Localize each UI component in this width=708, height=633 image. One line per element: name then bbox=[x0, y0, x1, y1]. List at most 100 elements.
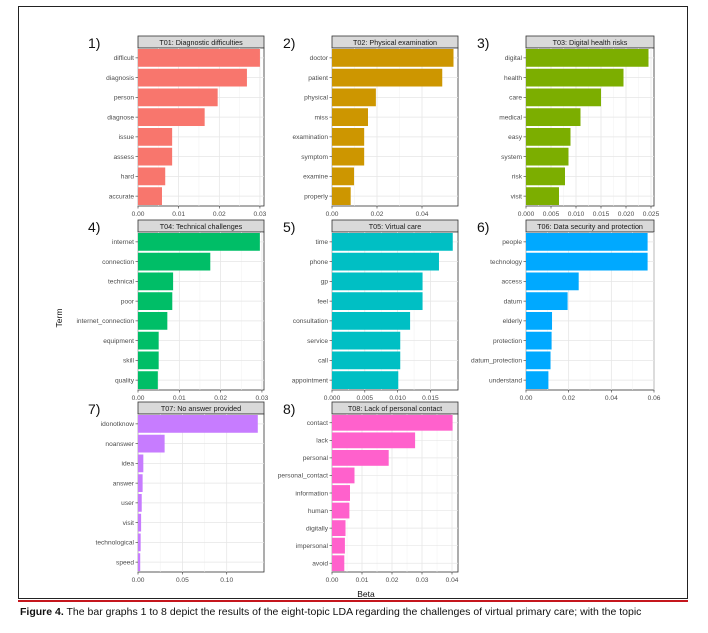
y-tick-label: quality bbox=[115, 377, 135, 384]
y-tick-label: people bbox=[502, 239, 522, 246]
y-tick-label: elderly bbox=[503, 318, 523, 325]
x-tick-label: 0.04 bbox=[416, 211, 429, 218]
bar bbox=[138, 187, 162, 206]
bar bbox=[138, 292, 173, 311]
y-tick-label: service bbox=[307, 338, 328, 345]
y-tick-label: equipment bbox=[103, 338, 134, 345]
x-tick-label: 0.000 bbox=[518, 211, 535, 218]
bar bbox=[138, 311, 168, 330]
y-tick-label: internet_connection bbox=[76, 318, 134, 325]
bar bbox=[138, 553, 141, 572]
bar bbox=[332, 187, 351, 206]
x-tick-label: 0.010 bbox=[389, 395, 406, 402]
panel-title: T07: No answer provided bbox=[161, 404, 241, 413]
panel-number: 1) bbox=[88, 35, 100, 51]
y-tick-label: personal_contact bbox=[278, 473, 328, 480]
x-tick-label: 0.00 bbox=[520, 395, 533, 402]
caption-text: The bar graphs 1 to 8 depict the results… bbox=[66, 606, 642, 618]
bar bbox=[332, 108, 368, 127]
y-tick-label: technological bbox=[96, 540, 135, 547]
x-tick-label: 0.00 bbox=[132, 577, 145, 584]
bar bbox=[526, 272, 579, 291]
bar bbox=[332, 127, 365, 146]
bar bbox=[332, 414, 453, 431]
bar bbox=[332, 167, 355, 186]
panel-title: T02: Physical examination bbox=[353, 38, 437, 47]
y-tick-label: assess bbox=[113, 154, 134, 161]
bar bbox=[138, 414, 258, 433]
y-tick-label: technology bbox=[490, 259, 523, 266]
panel-title: T05: Virtual care bbox=[369, 222, 422, 231]
bar bbox=[526, 127, 571, 146]
bar bbox=[138, 127, 173, 146]
bar bbox=[138, 252, 211, 271]
bar bbox=[138, 513, 142, 532]
bar bbox=[138, 48, 260, 67]
y-tick-label: personal bbox=[303, 455, 329, 462]
y-tick-label: physical bbox=[304, 95, 328, 102]
y-tick-label: feel bbox=[317, 298, 328, 305]
y-tick-label: answer bbox=[113, 480, 135, 487]
panel-number: 5) bbox=[283, 219, 295, 235]
x-tick-label: 0.04 bbox=[446, 577, 459, 584]
bar bbox=[332, 252, 439, 271]
bar bbox=[332, 351, 401, 370]
bar bbox=[332, 311, 411, 330]
y-tick-label: easy bbox=[508, 134, 523, 141]
x-tick-label: 0.02 bbox=[562, 395, 575, 402]
bar bbox=[332, 88, 376, 107]
y-tick-label: understand bbox=[489, 377, 522, 384]
bar bbox=[332, 467, 355, 484]
panel-title: T04: Technical challenges bbox=[160, 222, 243, 231]
bar bbox=[526, 167, 565, 186]
bar bbox=[526, 108, 581, 127]
x-tick-label: 0.03 bbox=[416, 577, 429, 584]
x-tick-label: 0.015 bbox=[422, 395, 439, 402]
bar bbox=[138, 108, 205, 127]
panel-number: 2) bbox=[283, 35, 295, 51]
y-tick-label: contact bbox=[307, 420, 328, 427]
bar bbox=[332, 272, 423, 291]
x-tick-label: 0.005 bbox=[543, 211, 560, 218]
y-tick-label: datum_protection bbox=[471, 358, 522, 365]
panel-2: 2) T02: Physical examination 0.00 0.02 0.04 d… bbox=[283, 35, 459, 218]
x-tick-label: 0.03 bbox=[256, 395, 269, 402]
x-tick-label: 0.00 bbox=[326, 211, 339, 218]
y-tick-label: person bbox=[114, 95, 134, 102]
y-tick-label: call bbox=[318, 358, 328, 365]
panel-number: 6) bbox=[477, 219, 489, 235]
y-tick-label: diagnose bbox=[107, 114, 134, 121]
bar bbox=[332, 449, 389, 466]
bar bbox=[332, 432, 416, 449]
y-tick-label: doctor bbox=[310, 55, 329, 62]
x-tick-label: 0.01 bbox=[172, 211, 185, 218]
panel-number: 3) bbox=[477, 35, 489, 51]
bar bbox=[526, 252, 648, 271]
bar bbox=[332, 520, 346, 537]
x-tick-label: 0.02 bbox=[386, 577, 399, 584]
panel-number: 7) bbox=[88, 401, 100, 417]
panel-title: T06: Data security and protection bbox=[537, 222, 643, 231]
bar bbox=[332, 331, 401, 350]
y-tick-label: phone bbox=[310, 259, 329, 266]
x-tick-label: 0.03 bbox=[254, 211, 267, 218]
bar bbox=[138, 331, 159, 350]
y-tick-label: examine bbox=[303, 174, 328, 181]
x-tick-label: 0.05 bbox=[176, 577, 189, 584]
bar bbox=[138, 147, 173, 166]
y-tick-label: internet bbox=[112, 239, 134, 246]
y-tick-label: issue bbox=[119, 134, 135, 141]
x-tick-label: 0.020 bbox=[618, 211, 635, 218]
y-tick-label: accurate bbox=[109, 193, 135, 200]
bar bbox=[526, 48, 649, 67]
panel-title: T08: Lack of personal contact bbox=[348, 404, 442, 413]
x-tick-label: 0.01 bbox=[356, 577, 369, 584]
y-tick-label: datum bbox=[504, 298, 523, 305]
bar bbox=[138, 68, 247, 87]
y-tick-label: difficult bbox=[114, 55, 135, 62]
y-tick-label: gp bbox=[321, 279, 329, 286]
y-tick-label: properly bbox=[304, 193, 329, 200]
bar bbox=[332, 68, 443, 87]
y-tick-label: miss bbox=[314, 114, 328, 121]
y-tick-label: digitally bbox=[306, 525, 329, 532]
